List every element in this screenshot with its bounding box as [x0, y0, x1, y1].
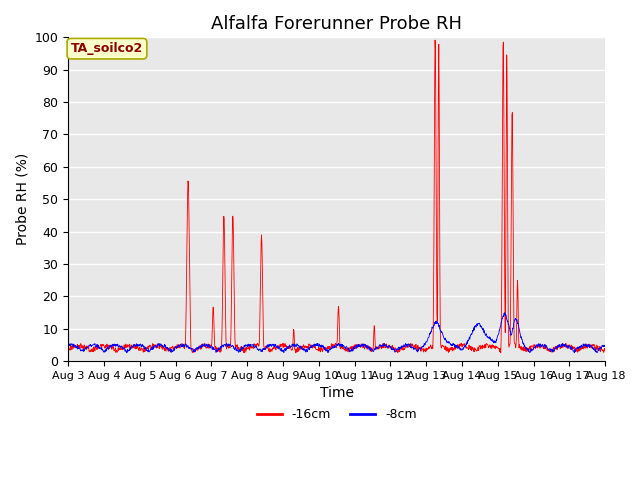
-8cm — [64, 341, 72, 347]
Y-axis label: Probe RH (%): Probe RH (%) — [15, 153, 29, 245]
-8cm — [123, 350, 131, 356]
-16cm — [602, 346, 609, 351]
-8cm — [171, 346, 179, 351]
Line: -16cm: -16cm — [68, 40, 605, 353]
-16cm — [431, 37, 439, 43]
-8cm — [602, 344, 609, 349]
-16cm — [491, 344, 499, 350]
-8cm — [420, 341, 428, 347]
Title: Alfalfa Forerunner Probe RH: Alfalfa Forerunner Probe RH — [211, 15, 462, 33]
-16cm — [184, 192, 191, 197]
-16cm — [64, 347, 72, 353]
-16cm — [420, 348, 428, 354]
Text: TA_soilco2: TA_soilco2 — [71, 42, 143, 55]
Line: -8cm: -8cm — [68, 312, 605, 353]
-16cm — [244, 345, 252, 351]
-8cm — [244, 342, 252, 348]
-16cm — [171, 347, 179, 352]
-8cm — [501, 310, 509, 315]
X-axis label: Time: Time — [320, 386, 354, 400]
Legend: -16cm, -8cm: -16cm, -8cm — [252, 403, 422, 426]
-16cm — [538, 342, 546, 348]
-8cm — [184, 343, 192, 348]
-16cm — [292, 350, 300, 356]
-8cm — [490, 339, 498, 345]
-8cm — [538, 341, 546, 347]
